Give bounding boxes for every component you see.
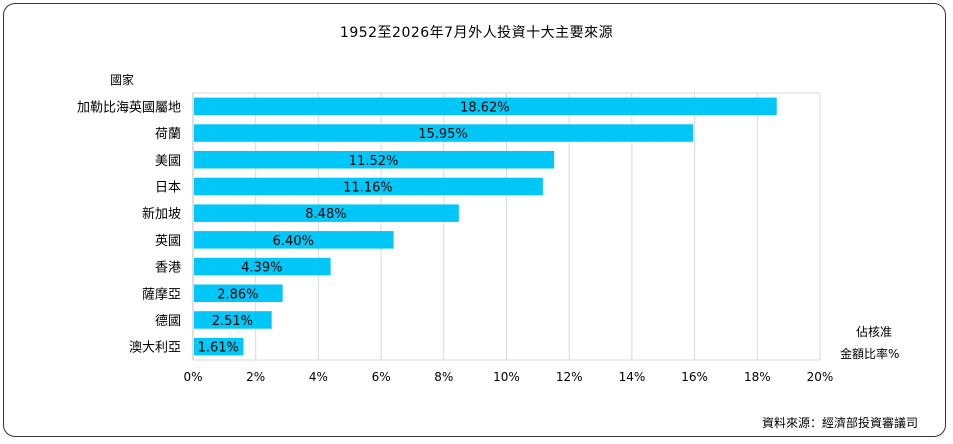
category-label: 英國 bbox=[155, 234, 181, 249]
x-tick-label: 4% bbox=[309, 370, 328, 384]
x-tick-label: 20% bbox=[807, 370, 834, 384]
category-label: 德國 bbox=[155, 314, 181, 329]
bar bbox=[194, 257, 331, 276]
source-note: 資料來源：經濟部投資審議司 bbox=[762, 416, 919, 430]
category-label: 香港 bbox=[155, 261, 181, 276]
data-label: 8.48% bbox=[305, 207, 346, 222]
bar bbox=[194, 337, 244, 356]
data-label: 6.40% bbox=[273, 234, 314, 249]
bar bbox=[194, 177, 543, 196]
data-label: 2.86% bbox=[217, 287, 258, 302]
bar bbox=[194, 124, 694, 142]
x-tick-label: 2% bbox=[246, 370, 265, 384]
x-axis-label-line1: 佔核准 bbox=[856, 325, 893, 339]
bar bbox=[194, 151, 555, 169]
x-tick-label: 16% bbox=[681, 370, 708, 384]
x-tick-label: 0% bbox=[183, 370, 202, 384]
data-label: 4.39% bbox=[241, 261, 282, 276]
bar bbox=[194, 231, 394, 249]
data-label: 2.51% bbox=[212, 314, 253, 329]
category-label: 荷蘭 bbox=[155, 126, 181, 142]
data-label: 15.95% bbox=[418, 127, 468, 142]
data-label: 1.61% bbox=[198, 341, 239, 356]
chart-title: 1952至2026年7月外人投資十大主要來源 bbox=[339, 25, 614, 41]
category-label: 加勒比海英國屬地 bbox=[77, 100, 181, 115]
x-tick-label: 14% bbox=[619, 370, 646, 384]
bar bbox=[194, 311, 272, 329]
bar bbox=[194, 204, 459, 222]
x-tick-label: 18% bbox=[744, 370, 771, 384]
y-axis-label: 國家 bbox=[110, 73, 135, 87]
x-tick-label: 10% bbox=[493, 370, 520, 384]
x-axis-label-line2: 金額比率% bbox=[840, 347, 900, 361]
chart-frame bbox=[3, 3, 946, 437]
x-tick-label: 12% bbox=[556, 370, 583, 384]
bar bbox=[194, 284, 283, 302]
category-label: 澳大利亞 bbox=[129, 340, 181, 356]
data-label: 18.62% bbox=[460, 100, 510, 115]
x-tick-label: 8% bbox=[434, 370, 453, 384]
data-label: 11.52% bbox=[349, 154, 399, 169]
bar bbox=[194, 97, 777, 116]
category-label: 日本 bbox=[155, 180, 181, 195]
category-label: 薩摩亞 bbox=[142, 286, 181, 302]
data-label: 11.16% bbox=[343, 180, 393, 195]
x-tick-label: 6% bbox=[372, 370, 391, 384]
category-label: 美國 bbox=[155, 154, 181, 169]
category-label: 新加坡 bbox=[142, 206, 181, 222]
